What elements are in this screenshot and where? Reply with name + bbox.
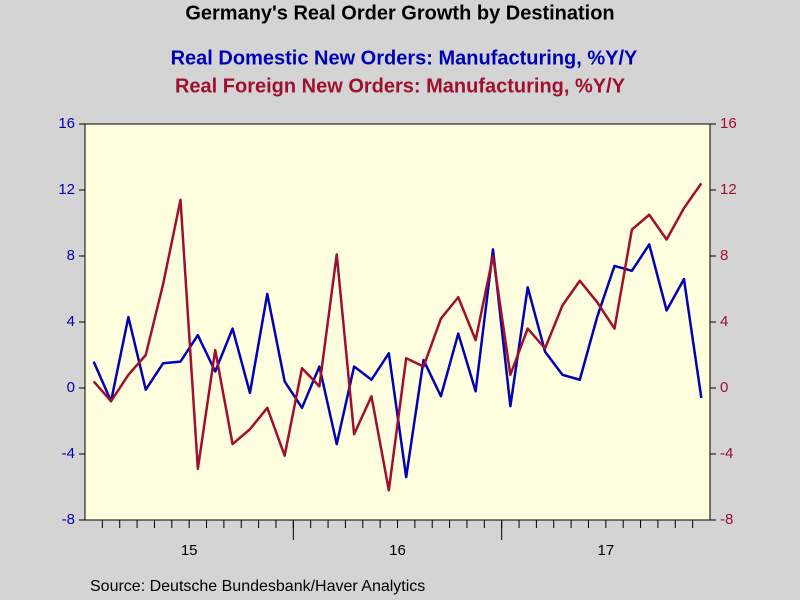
y2-tick-label: 12 <box>720 181 737 198</box>
y2-tick-label: 16 <box>720 115 737 132</box>
chart-title: Germany's Real Order Growth by Destinati… <box>185 2 614 24</box>
data-line <box>92 182 703 492</box>
y2-tick-label: 8 <box>720 247 728 264</box>
y2-tick-label: 0 <box>720 379 728 396</box>
y2-tick-label: -4 <box>720 445 733 462</box>
y-tick-label: 8 <box>67 247 75 264</box>
source-note: Source: Deutsche Bundesbank/Haver Analyt… <box>90 578 425 595</box>
y-tick-label: 12 <box>58 181 75 198</box>
y-tick-label: 16 <box>58 115 75 132</box>
y-tick-label: 0 <box>67 379 75 396</box>
x-tick-label: 15 <box>181 542 198 559</box>
y-tick-label: -4 <box>62 445 75 462</box>
y-tick-label: -8 <box>62 511 75 528</box>
series-title: Real Foreign New Orders: Manufacturing, … <box>175 75 626 97</box>
y2-tick-label: 4 <box>720 313 728 330</box>
y2-tick-label: -8 <box>720 511 733 528</box>
y-tick-label: 4 <box>67 313 75 330</box>
series-title: Real Domestic New Orders: Manufacturing,… <box>171 47 638 69</box>
x-tick-label: 17 <box>597 542 614 559</box>
x-tick-label: 16 <box>389 542 406 559</box>
